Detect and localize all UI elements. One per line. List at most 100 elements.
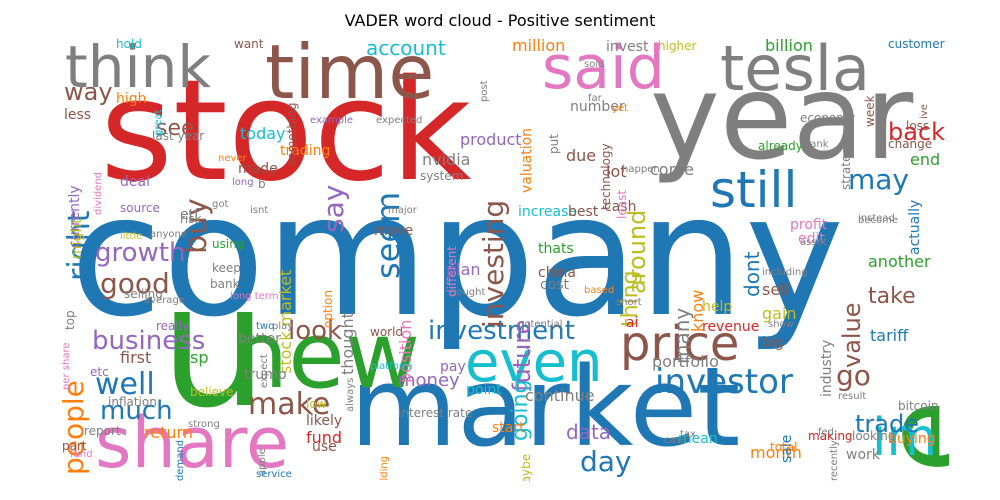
word-cloud-word: system [420, 169, 464, 183]
word-cloud-word: share [95, 402, 290, 481]
word-cloud-word: thank [800, 139, 829, 150]
word-cloud-word: selling [124, 287, 163, 301]
word-cloud-word: example [310, 115, 354, 126]
word-cloud-word: asset [800, 237, 827, 248]
word-cloud-word: buying [888, 431, 936, 447]
word-cloud-word: inflation [108, 395, 157, 409]
word-cloud-word: business [92, 326, 206, 356]
word-cloud-word: platform [370, 361, 413, 372]
word-cloud-word: account [366, 37, 446, 60]
word-cloud-word: profit [790, 217, 828, 233]
word-cloud-word: tariff [870, 326, 909, 345]
word-cloud-word: come [650, 160, 695, 179]
word-cloud-word: tesla [720, 37, 870, 105]
word-cloud-word: report [84, 424, 121, 438]
word-cloud-word: day [580, 445, 632, 478]
word-cloud-word: etf [180, 207, 200, 223]
word-cloud-word: likely [306, 413, 343, 429]
word-cloud-word: anyone [150, 229, 187, 240]
word-cloud-word: economy [800, 111, 856, 125]
word-cloud-word: week [863, 95, 877, 127]
word-cloud-word: bitcoin [898, 399, 939, 413]
word-cloud-word: help [702, 299, 733, 315]
word-cloud-word: im [872, 408, 938, 468]
word-cloud-word: industry [819, 339, 835, 397]
word-cloud-word: stock [100, 50, 472, 213]
word-cloud-word: something [285, 102, 299, 166]
word-cloud-word: major [388, 205, 417, 216]
word-cloud-word: source [120, 201, 160, 215]
word-cloud-word: believe [190, 385, 234, 399]
word-cloud-word: work [846, 447, 880, 463]
word-cloud-word: holding [379, 455, 390, 481]
word-cloud-word: yet [612, 103, 628, 114]
word-cloud-word: fed [818, 427, 835, 438]
word-cloud-word: never [218, 153, 247, 164]
word-cloud-word: even [465, 330, 603, 395]
word-cloud-word: great [153, 109, 164, 136]
word-cloud-word: isnt [250, 205, 269, 216]
word-cloud-word: investment [428, 316, 575, 346]
word-cloud-word: bank [210, 277, 240, 291]
word-cloud-word: higher [658, 39, 697, 53]
word-cloud-word: data [566, 420, 612, 444]
word-cloud-word: use [312, 439, 337, 455]
word-cloud-word: made [238, 161, 278, 177]
word-cloud-word: number [570, 99, 625, 115]
word-cloud-word: b [258, 177, 266, 191]
word-cloud-word: start [492, 420, 525, 436]
word-cloud-word: invest [606, 39, 649, 55]
word-cloud-word: average [144, 295, 185, 306]
word-cloud-word: customer [888, 37, 945, 51]
word-cloud-word: another [868, 252, 931, 271]
word-cloud-word: using [212, 237, 245, 251]
word-cloud-word: trade [855, 410, 919, 438]
word-cloud-word: price [620, 316, 740, 372]
word-cloud-word: already [758, 139, 803, 153]
word-cloud-word: low [306, 397, 327, 411]
word-cloud-word: due [566, 146, 597, 165]
word-cloud-word: gain [762, 304, 797, 323]
word-cloud-word: much [100, 396, 173, 426]
word-cloud-word: sold [584, 59, 605, 70]
word-cloud-word: said [542, 37, 665, 103]
word-cloud-word: total [770, 440, 798, 454]
word-cloud-word: got [212, 199, 229, 210]
word-cloud-word: looking [852, 429, 896, 443]
word-cloud-word: technology [599, 143, 613, 210]
word-cloud-word: way [64, 78, 113, 106]
word-cloud-word: really [156, 319, 190, 333]
word-cloud-word: investor [655, 362, 793, 402]
word-cloud-word: actually [907, 199, 923, 255]
word-cloud-word: money [398, 370, 460, 391]
word-cloud-word: today [240, 124, 286, 143]
word-cloud-word: better [238, 331, 281, 347]
word-cloud-word: service [256, 469, 292, 480]
word-cloud-word: portfolio [652, 352, 719, 371]
word-cloud-word: risk [180, 212, 202, 226]
word-cloud-word: investing [477, 199, 510, 328]
word-cloud-word: maybe [519, 453, 533, 481]
word-cloud-word: want [234, 37, 264, 51]
word-cloud-word: based [584, 285, 615, 296]
word-cloud-word: sell [762, 280, 790, 299]
word-cloud-word: including [762, 267, 808, 278]
word-cloud-word: etc [90, 365, 109, 379]
word-cloud-word: last year [152, 129, 205, 143]
word-cloud-word: back [888, 118, 946, 146]
word-cloud-word: may [848, 163, 910, 196]
word-cloud-word: take [868, 284, 916, 309]
word-cloud-word: think [65, 37, 211, 101]
word-cloud-word: strategy [839, 139, 853, 190]
word-cloud-word: always [345, 377, 356, 412]
word-cloud-word: instead [858, 213, 895, 224]
word-cloud-word: increase [518, 204, 578, 220]
word-cloud: companystockmarketyearonenewtimesharesai… [61, 37, 949, 481]
word-cloud-word: month [750, 443, 802, 462]
word-cloud-word: little [120, 231, 143, 242]
word-cloud-word: trump [244, 367, 287, 383]
word-cloud-word: mean [678, 431, 718, 447]
word-cloud-word: show [768, 319, 794, 330]
word-cloud-word: part [62, 439, 87, 453]
word-cloud-word: play [272, 321, 294, 332]
